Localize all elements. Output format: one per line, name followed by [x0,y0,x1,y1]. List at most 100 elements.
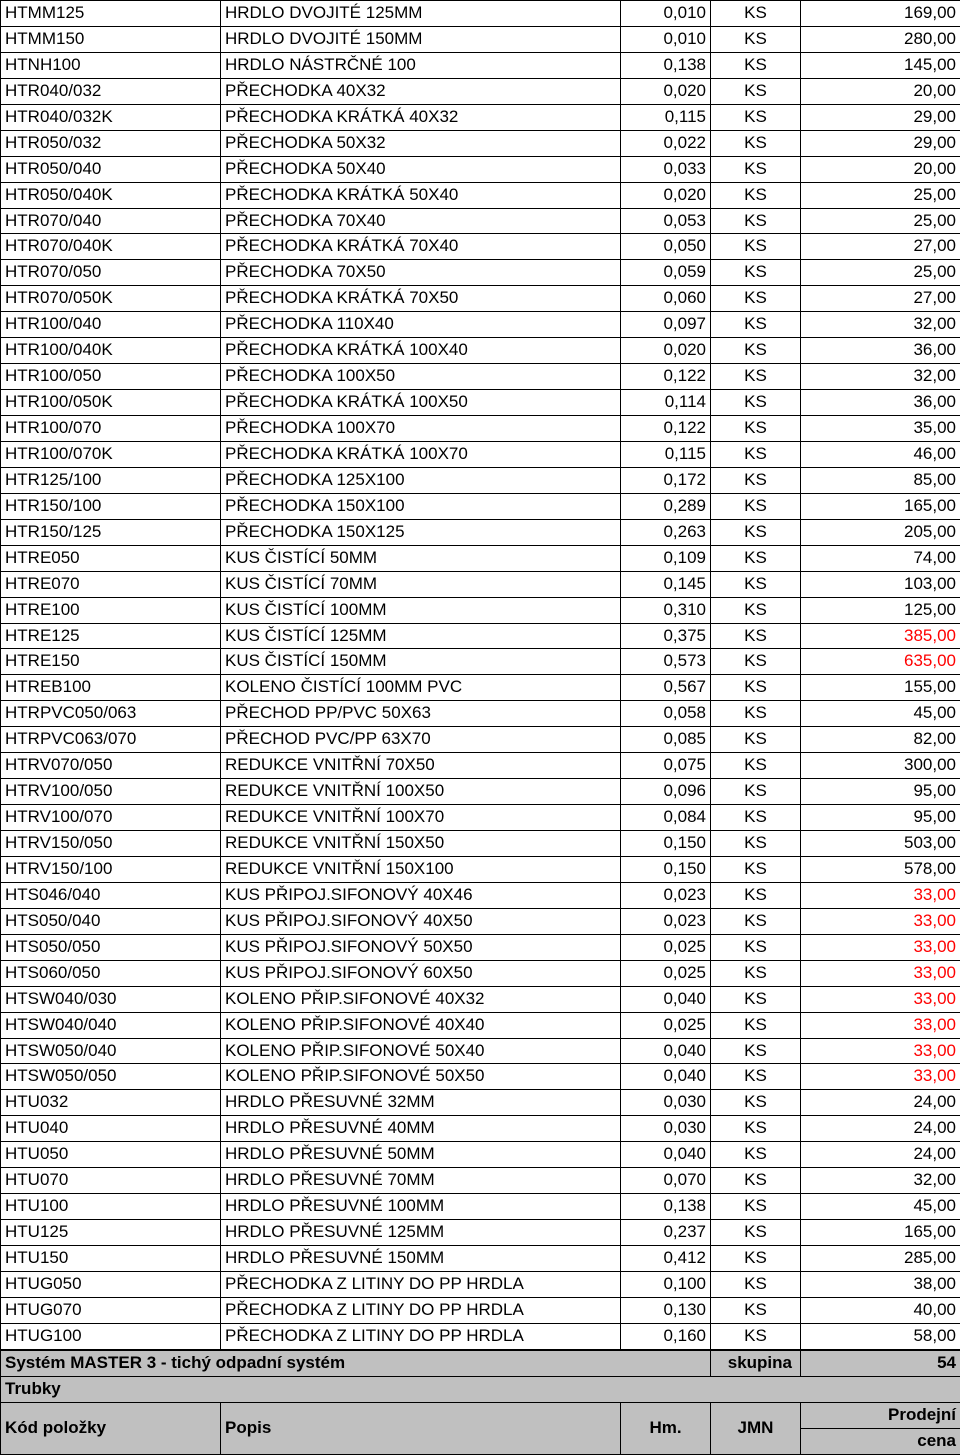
column-header-row-1: Kód položky Popis Hm. JMN Prodejní [1,1402,960,1428]
cell-price: 29,00 [801,130,960,156]
cell-price: 27,00 [801,286,960,312]
cell-desc: REDUKCE VNITŘNÍ 100X70 [221,805,621,831]
cell-jmn: KS [711,312,801,338]
cell-hm: 0,150 [621,856,711,882]
table-row: HTUG100PŘECHODKA Z LITINY DO PP HRDLA0,1… [1,1323,960,1349]
cell-hm: 0,109 [621,545,711,571]
cell-desc: PŘECHOD PVC/PP 63X70 [221,727,621,753]
cell-hm: 0,114 [621,390,711,416]
cell-desc: PŘECHOD PP/PVC 50X63 [221,701,621,727]
cell-desc: PŘECHODKA KRÁTKÁ 70X40 [221,234,621,260]
cell-desc: KUS PŘIPOJ.SIFONOVÝ 50X50 [221,934,621,960]
cell-hm: 0,115 [621,104,711,130]
cell-hm: 0,040 [621,1064,711,1090]
cell-hm: 0,172 [621,467,711,493]
cell-code: HTR040/032 [1,78,221,104]
cell-jmn: KS [711,571,801,597]
cell-hm: 0,020 [621,182,711,208]
cell-code: HTRV070/050 [1,753,221,779]
cell-price: 20,00 [801,78,960,104]
cell-hm: 0,130 [621,1297,711,1323]
cell-desc: PŘECHODKA 70X50 [221,260,621,286]
cell-desc: KUS PŘIPOJ.SIFONOVÝ 60X50 [221,960,621,986]
cell-price: 33,00 [801,908,960,934]
cell-hm: 0,310 [621,597,711,623]
cell-code: HTRE070 [1,571,221,597]
cell-desc: HRDLO DVOJITÉ 125MM [221,1,621,27]
cell-price: 36,00 [801,338,960,364]
cell-jmn: KS [711,753,801,779]
cell-price: 38,00 [801,1271,960,1297]
table-row: HTRE050KUS ČISTÍCÍ 50MM0,109KS74,00 [1,545,960,571]
cell-code: HTR125/100 [1,467,221,493]
cell-price: 24,00 [801,1116,960,1142]
table-row: HTU032HRDLO PŘESUVNÉ 32MM0,030KS24,00 [1,1090,960,1116]
cell-hm: 0,122 [621,364,711,390]
cell-desc: KUS ČISTÍCÍ 50MM [221,545,621,571]
table-row: HTRV100/070REDUKCE VNITŘNÍ 100X700,084KS… [1,805,960,831]
table-row: HTR070/040KPŘECHODKA KRÁTKÁ 70X400,050KS… [1,234,960,260]
cell-hm: 0,138 [621,52,711,78]
cell-code: HTR100/070K [1,441,221,467]
cell-jmn: KS [711,727,801,753]
cell-jmn: KS [711,934,801,960]
cell-price: 33,00 [801,934,960,960]
cell-jmn: KS [711,1090,801,1116]
cell-desc: PŘECHODKA 100X50 [221,364,621,390]
header-price-2: cena [801,1428,960,1454]
table-row: HTU070HRDLO PŘESUVNÉ 70MM0,070KS32,00 [1,1168,960,1194]
table-row: HTU040HRDLO PŘESUVNÉ 40MM0,030KS24,00 [1,1116,960,1142]
section-header-row: Systém MASTER 3 - tichý odpadní systém s… [1,1350,960,1376]
cell-price: 145,00 [801,52,960,78]
cell-desc: PŘECHODKA KRÁTKÁ 50X40 [221,182,621,208]
cell-jmn: KS [711,441,801,467]
cell-price: 385,00 [801,623,960,649]
cell-code: HTR100/050 [1,364,221,390]
cell-price: 24,00 [801,1142,960,1168]
cell-price: 40,00 [801,1297,960,1323]
header-desc: Popis [221,1402,621,1454]
cell-price: 85,00 [801,467,960,493]
cell-code: HTU070 [1,1168,221,1194]
table-row: HTRE070KUS ČISTÍCÍ 70MM0,145KS103,00 [1,571,960,597]
cell-desc: PŘECHODKA 150X125 [221,519,621,545]
section-title: Systém MASTER 3 - tichý odpadní systém [1,1350,711,1376]
cell-jmn: KS [711,208,801,234]
cell-desc: PŘECHODKA 50X40 [221,156,621,182]
cell-hm: 0,412 [621,1246,711,1272]
cell-desc: PŘECHODKA KRÁTKÁ 100X40 [221,338,621,364]
cell-price: 635,00 [801,649,960,675]
cell-hm: 0,053 [621,208,711,234]
cell-desc: PŘECHODKA KRÁTKÁ 70X50 [221,286,621,312]
cell-desc: PŘECHODKA Z LITINY DO PP HRDLA [221,1271,621,1297]
cell-jmn: KS [711,182,801,208]
cell-price: 578,00 [801,856,960,882]
section-subtitle-row: Trubky [1,1376,960,1402]
cell-price: 285,00 [801,1246,960,1272]
price-table: HTMM125HRDLO DVOJITÉ 125MM0,010KS169,00H… [0,0,960,1455]
cell-code: HTRE150 [1,649,221,675]
cell-price: 33,00 [801,1038,960,1064]
cell-price: 95,00 [801,779,960,805]
cell-hm: 0,070 [621,1168,711,1194]
table-row: HTMM125HRDLO DVOJITÉ 125MM0,010KS169,00 [1,1,960,27]
cell-hm: 0,115 [621,441,711,467]
cell-price: 103,00 [801,571,960,597]
table-row: HTU050HRDLO PŘESUVNÉ 50MM0,040KS24,00 [1,1142,960,1168]
cell-price: 280,00 [801,26,960,52]
cell-price: 25,00 [801,182,960,208]
table-row: HTS060/050KUS PŘIPOJ.SIFONOVÝ 60X500,025… [1,960,960,986]
cell-code: HTRE050 [1,545,221,571]
cell-desc: PŘECHODKA 70X40 [221,208,621,234]
cell-jmn: KS [711,156,801,182]
cell-code: HTR100/040 [1,312,221,338]
cell-price: 300,00 [801,753,960,779]
cell-code: HTU150 [1,1246,221,1272]
cell-hm: 0,022 [621,130,711,156]
cell-hm: 0,085 [621,727,711,753]
cell-hm: 0,030 [621,1090,711,1116]
table-row: HTS046/040KUS PŘIPOJ.SIFONOVÝ 40X460,023… [1,882,960,908]
cell-jmn: KS [711,1220,801,1246]
cell-jmn: KS [711,493,801,519]
cell-desc: KUS ČISTÍCÍ 70MM [221,571,621,597]
